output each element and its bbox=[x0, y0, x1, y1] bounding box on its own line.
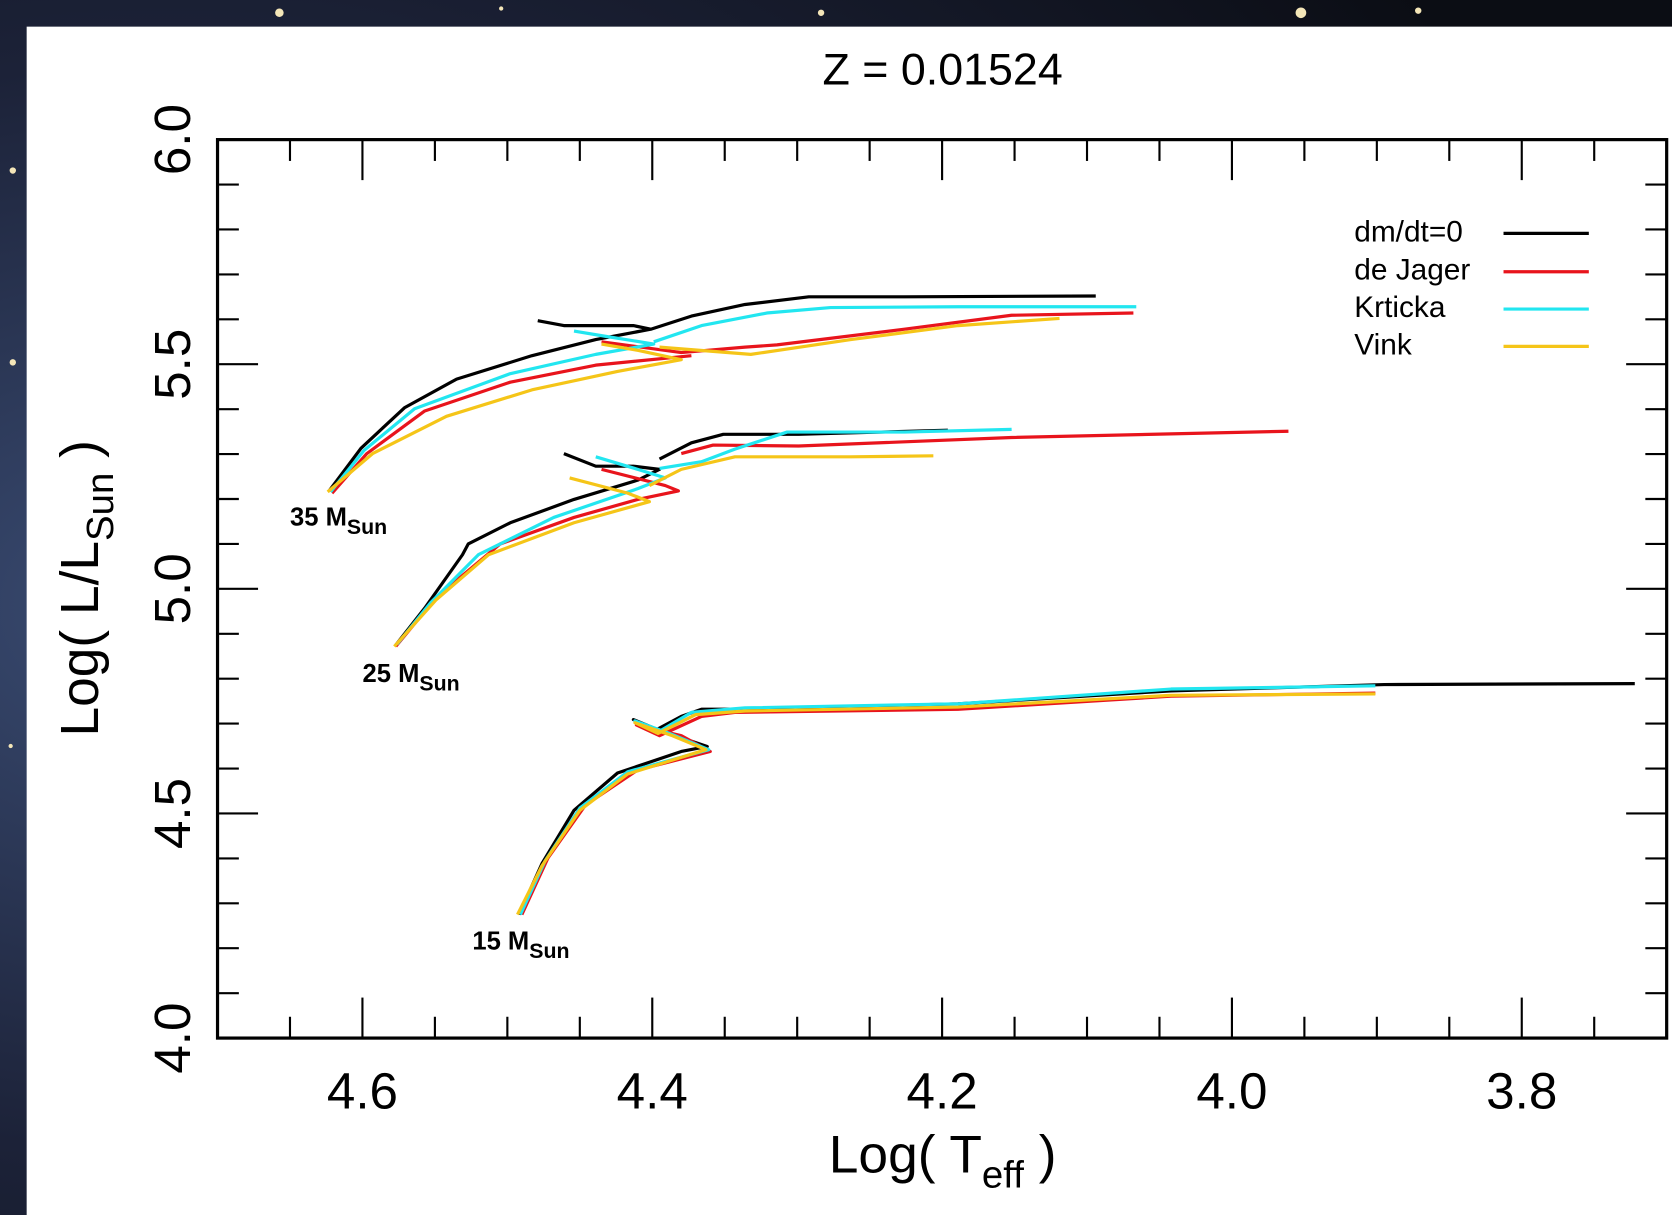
x-tick-label: 4.4 bbox=[617, 1062, 688, 1119]
y-tick-label: 5.0 bbox=[144, 553, 201, 624]
y-tick-label: 4.0 bbox=[144, 1003, 201, 1074]
annotation-part: Sun bbox=[419, 672, 459, 696]
annotation-part: 25 M bbox=[363, 660, 420, 688]
chart: Z = 0.01524 4.6 4.4 4.2 4.0 3.8 4.0 4.5 5.0 5.5 6… bbox=[0, 0, 1672, 1215]
chart-title: Z = 0.01524 bbox=[823, 44, 1063, 94]
legend-label: Krticka bbox=[1354, 291, 1446, 324]
y-tick-label: 5.5 bbox=[144, 329, 201, 400]
y-tick-label: 6.0 bbox=[144, 104, 201, 175]
legend-label: de Jager bbox=[1354, 254, 1470, 287]
x-tick-label: 3.8 bbox=[1486, 1062, 1557, 1119]
legend-label: Vink bbox=[1354, 328, 1412, 361]
y-tick-label: 4.5 bbox=[144, 778, 201, 849]
x-tick-label: 4.6 bbox=[327, 1062, 398, 1119]
annotation-part: Sun bbox=[529, 939, 569, 963]
annotation-part: Sun bbox=[347, 515, 387, 539]
annotation-part: 35 M bbox=[290, 503, 347, 531]
x-tick-label: 4.2 bbox=[907, 1062, 978, 1119]
annotation-part: 15 M bbox=[472, 928, 529, 956]
x-tick-label: 4.0 bbox=[1196, 1062, 1267, 1119]
legend-label: dm/dt=0 bbox=[1354, 215, 1463, 248]
